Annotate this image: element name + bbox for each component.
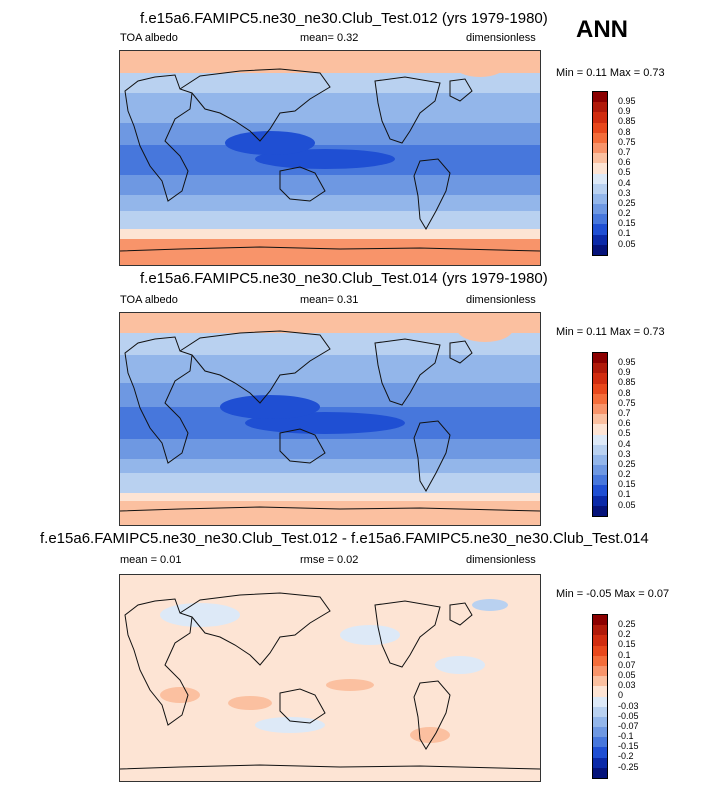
colorbar-label: 0.1: [618, 489, 631, 500]
colorbar-label: 0.8: [618, 126, 631, 137]
colorbar-label: 0.3: [618, 187, 631, 198]
colorbar-label: 0.9: [618, 367, 631, 378]
colorbar-label: 0.05: [618, 238, 636, 249]
season-label: ANN: [576, 16, 628, 43]
panel-3-title: f.e15a6.FAMIPC5.ne30_ne30.Club_Test.012 …: [40, 530, 649, 547]
colorbar-label: 0.4: [618, 177, 631, 188]
panel-2-minmax: Min = 0.11 Max = 0.73: [556, 326, 665, 338]
colorbar-label: 0.25: [618, 619, 636, 629]
colorbar-label: 0.03: [618, 680, 636, 691]
colorbar-label: 0.25: [618, 458, 636, 469]
colorbar-label: 0.75: [618, 136, 636, 147]
colorbar-label: -0.07: [618, 720, 639, 731]
panel-3-mean-label: mean = 0.01: [120, 554, 182, 566]
panel-1-units-label: dimensionless: [466, 32, 536, 44]
panel-2-map-svg: [120, 313, 540, 525]
colorbar-label: 0.15: [618, 218, 636, 229]
panel-1-colorbar: [592, 91, 608, 256]
panel-2-colorbar: [592, 352, 608, 517]
colorbar-label: 0.8: [618, 387, 631, 398]
colorbar-label: 0.95: [618, 96, 636, 106]
colorbar-label: 0.7: [618, 407, 631, 418]
colorbar-label: 0.05: [618, 499, 636, 510]
panel-2-mean-label: mean= 0.31: [300, 294, 359, 306]
colorbar-label: -0.25: [618, 761, 639, 772]
colorbar-label: 0.5: [618, 428, 631, 439]
panel-2-map: [119, 312, 541, 526]
colorbar-label: 0.2: [618, 469, 631, 480]
colorbar-label: 0.7: [618, 146, 631, 157]
colorbar-label: 0.3: [618, 448, 631, 459]
panel-1-title: f.e15a6.FAMIPC5.ne30_ne30.Club_Test.012 …: [140, 10, 548, 27]
panel-3-units-label: dimensionless: [466, 554, 536, 566]
panel-1-variable-label: TOA albedo: [120, 32, 178, 44]
panel-3-minmax: Min = -0.05 Max = 0.07: [556, 588, 670, 600]
panel-2-variable-label: TOA albedo: [120, 294, 178, 306]
panel-1-minmax: Min = 0.11 Max = 0.73: [556, 67, 665, 79]
colorbar-label: 0.07: [618, 659, 636, 670]
panel-3-map: [119, 574, 541, 782]
colorbar-label: 0.6: [618, 418, 631, 429]
colorbar-label: 0: [618, 690, 624, 701]
colorbar-label: 0.15: [618, 479, 636, 490]
colorbar-label: 0.1: [618, 649, 631, 660]
colorbar-label: 0.1: [618, 228, 631, 239]
colorbar-label: 0.9: [618, 106, 631, 117]
colorbar-label: -0.1: [618, 731, 634, 742]
colorbar-label: 0.85: [618, 377, 636, 388]
colorbar-label: 0.2: [618, 208, 631, 219]
colorbar-label: 0.05: [618, 669, 636, 680]
colorbar-label: 0.95: [618, 357, 636, 367]
panel-2-title: f.e15a6.FAMIPC5.ne30_ne30.Club_Test.014 …: [140, 270, 548, 287]
panel-1-mean-label: mean= 0.32: [300, 32, 359, 44]
panel-3-colorbar: [592, 614, 608, 779]
colorbar-label: 0.85: [618, 116, 636, 127]
colorbar-label: 0.2: [618, 629, 631, 640]
panel-3-rmse-label: rmse = 0.02: [300, 554, 359, 566]
colorbar-label: 0.25: [618, 197, 636, 208]
colorbar-label: 0.15: [618, 639, 636, 650]
colorbar-label: 0.75: [618, 397, 636, 408]
colorbar-label: -0.03: [618, 700, 639, 711]
colorbar-label: 0.5: [618, 167, 631, 178]
colorbar-label: 0.4: [618, 438, 631, 449]
panel-1-map-svg: [120, 51, 540, 265]
colorbar-label: -0.05: [618, 710, 639, 721]
panel-1-map: [119, 50, 541, 266]
panel-2-units-label: dimensionless: [466, 294, 536, 306]
panel-3-map-svg: [120, 575, 540, 781]
colorbar-label: 0.6: [618, 157, 631, 168]
panel-3-colorbar-labels: 0.25 0.2 0.15 0.1 0.07 0.05 0.03 0 -0.03…: [618, 619, 639, 772]
colorbar-label: -0.15: [618, 741, 639, 752]
panel-1-colorbar-labels: 0.95 0.9 0.85 0.8 0.75 0.7 0.6 0.5 0.4 0…: [618, 96, 636, 249]
panel-2-colorbar-labels: 0.95 0.9 0.85 0.8 0.75 0.7 0.6 0.5 0.4 0…: [618, 357, 636, 510]
colorbar-label: -0.2: [618, 751, 634, 762]
